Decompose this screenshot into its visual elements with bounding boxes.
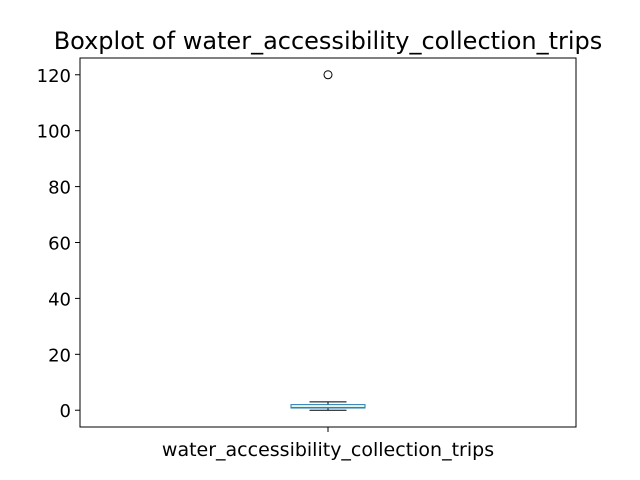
y-tick-label: 100 <box>37 122 71 143</box>
plot-area-frame <box>79 57 577 428</box>
x-axis: water_accessibility_collection_trips <box>162 427 494 461</box>
y-tick-label: 0 <box>60 401 71 422</box>
box-group <box>290 70 366 411</box>
y-tick-label: 20 <box>48 345 71 366</box>
y-axis: 0 20 40 60 80 100 120 <box>37 66 80 422</box>
y-tick-label: 80 <box>48 178 71 199</box>
y-tick-label: 60 <box>48 234 71 255</box>
chart-title: Boxplot of water_accessibility_collectio… <box>54 27 603 55</box>
outlier-point <box>323 70 333 80</box>
x-tick-label: water_accessibility_collection_trips <box>162 439 494 461</box>
y-tick-label: 40 <box>48 289 71 310</box>
y-tick-label: 120 <box>37 66 71 87</box>
